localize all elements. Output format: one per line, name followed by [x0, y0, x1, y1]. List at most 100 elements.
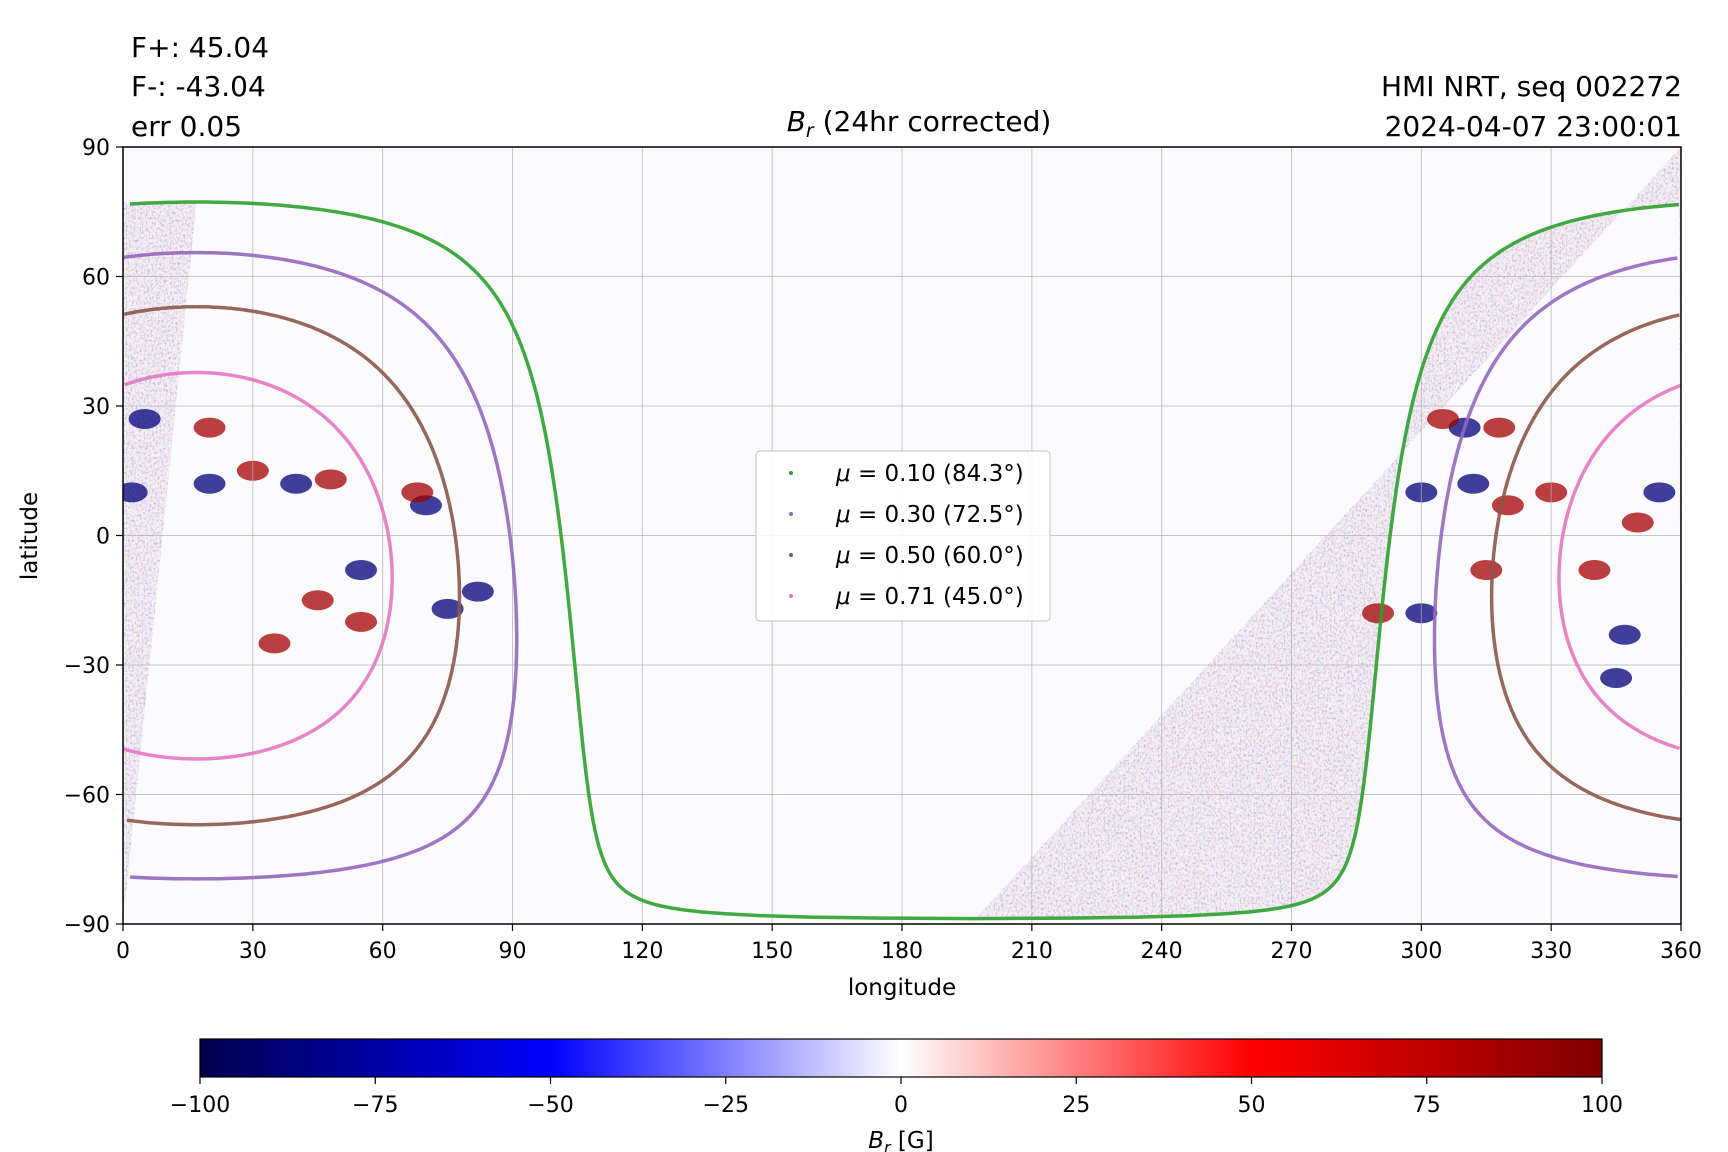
active-region-positive	[314, 469, 347, 490]
y-tick-label: −60	[64, 784, 110, 809]
colorbar-tick-label: 75	[1413, 1093, 1441, 1118]
legend-marker	[789, 553, 793, 557]
active-region-negative	[345, 560, 378, 581]
contour-mu-0.50	[123, 304, 197, 317]
x-axis-label: longitude	[848, 975, 956, 1001]
legend-item: μ = 0.30 (72.5°)	[789, 502, 1024, 528]
contour-mu-0.30	[130, 250, 519, 881]
active-region-positive	[1470, 560, 1503, 581]
instrument-label: HMI NRT, seq 002272	[1380, 70, 1682, 103]
x-tick-label: 60	[369, 939, 397, 964]
timestamp-label: 2024-04-07 23:00:01	[1384, 110, 1682, 143]
active-region-positive	[1426, 408, 1459, 429]
contour-mu-0.10	[129, 200, 197, 206]
legend-label: μ = 0.71 (45.0°)	[835, 584, 1024, 610]
active-region-negative	[1608, 624, 1641, 645]
legend-marker	[789, 512, 793, 516]
y-tick-label: 30	[82, 395, 110, 420]
y-tick-label: 60	[82, 266, 110, 291]
x-axis-ticks: 0 30 60 90 120 150 180 210 240 270 300 330 360	[116, 924, 1702, 964]
legend-box	[755, 450, 1051, 622]
title-rest: (24hr corrected)	[814, 105, 1052, 138]
y-axis-label: latitude	[17, 492, 43, 580]
y-axis-ticks: −90 −60 −30 0 30 60 90	[64, 136, 123, 938]
active-region-positive	[301, 590, 334, 611]
legend-label: μ = 0.30 (72.5°)	[835, 502, 1024, 528]
active-region-positive	[1483, 417, 1516, 438]
y-tick-label: 0	[96, 525, 110, 550]
legend-item: μ = 0.50 (60.0°)	[789, 543, 1024, 569]
x-tick-label: 180	[881, 939, 923, 964]
title-subscript: r	[806, 120, 815, 142]
flux-positive-label: F+: 45.04	[131, 31, 270, 64]
colorbar-tick-label: 50	[1238, 1093, 1266, 1118]
contour-mu-0.50	[1489, 313, 1681, 822]
y-tick-label: −30	[64, 654, 110, 679]
x-tick-label: 90	[499, 939, 527, 964]
active-region-negative	[280, 473, 313, 494]
active-region-positive	[1621, 512, 1654, 533]
legend-item: μ = 0.10 (84.3°)	[789, 461, 1024, 487]
colorbar-tick-label: −50	[527, 1093, 573, 1118]
colorbar-variable: B	[868, 1128, 884, 1152]
colorbar-unit: [G]	[891, 1128, 934, 1152]
contour-mu-0.50	[126, 304, 462, 827]
colorbar-label: Br [G]	[868, 1128, 933, 1152]
active-region-positive	[401, 482, 434, 503]
legend-item: μ = 0.71 (45.0°)	[789, 584, 1024, 610]
colorbar-tick-label: −100	[170, 1093, 230, 1118]
x-tick-label: 360	[1660, 939, 1702, 964]
active-region-negative	[461, 581, 494, 602]
flux-negative-label: F-: -43.04	[131, 70, 266, 103]
active-region-negative	[1600, 667, 1633, 688]
contour-mu-0.71	[123, 370, 197, 387]
legend-label: μ = 0.10 (84.3°)	[835, 461, 1024, 487]
active-region-negative	[123, 482, 148, 503]
active-region-positive	[345, 611, 378, 632]
active-region-negative	[128, 408, 161, 429]
active-region-negative	[193, 473, 226, 494]
active-region-negative	[1457, 473, 1490, 494]
x-tick-label: 300	[1400, 939, 1442, 964]
error-label: err 0.05	[131, 110, 243, 143]
y-tick-label: −90	[64, 913, 110, 938]
colorbar-tick-label: 25	[1062, 1093, 1090, 1118]
contour-mu-0.30	[123, 250, 197, 260]
x-tick-label: 0	[116, 939, 130, 964]
active-region-positive	[1578, 560, 1611, 581]
legend-marker	[789, 594, 793, 598]
active-region-positive	[193, 417, 226, 438]
chart-title: Br (24hr corrected)	[787, 105, 1052, 142]
x-tick-label: 30	[239, 939, 267, 964]
title-variable: B	[787, 105, 806, 138]
colorbar-tick-label: 0	[894, 1093, 908, 1118]
colorbar-ticks: −100 −75 −50 −25 0 25 50 75 100	[170, 1077, 1623, 1118]
legend-items: μ = 0.10 (84.3°) μ = 0.30 (72.5°) μ = 0.50…	[789, 461, 1024, 610]
legend-label: μ = 0.50 (60.0°)	[835, 543, 1024, 569]
x-tick-label: 270	[1271, 939, 1313, 964]
active-region-positive	[1491, 495, 1524, 516]
colorbar-gradient	[199, 1038, 1603, 1078]
x-tick-label: 330	[1530, 939, 1572, 964]
contour-mu-0.71	[123, 370, 394, 761]
x-tick-label: 120	[621, 939, 663, 964]
grid-lines	[123, 147, 1681, 924]
contour-mu-0.10	[196, 200, 1680, 921]
active-region-negative	[1643, 482, 1676, 503]
contour-mu-0.30	[1432, 256, 1678, 879]
legend: μ = 0.10 (84.3°) μ = 0.30 (72.5°) μ = 0.50…	[755, 450, 1051, 622]
active-region-positive	[258, 633, 291, 654]
x-tick-label: 210	[1011, 939, 1053, 964]
active-region-negative	[431, 598, 464, 619]
x-tick-label: 240	[1141, 939, 1183, 964]
colorbar-subscript: r	[884, 1138, 892, 1152]
mu-contours	[123, 200, 1681, 921]
active-region-positive	[1362, 603, 1395, 624]
colorbar-tick-label: −25	[703, 1093, 749, 1118]
x-tick-label: 150	[751, 939, 793, 964]
colorbar-tick-label: 100	[1581, 1093, 1623, 1118]
legend-marker	[789, 471, 793, 475]
contour-mu-0.71	[1557, 383, 1681, 751]
